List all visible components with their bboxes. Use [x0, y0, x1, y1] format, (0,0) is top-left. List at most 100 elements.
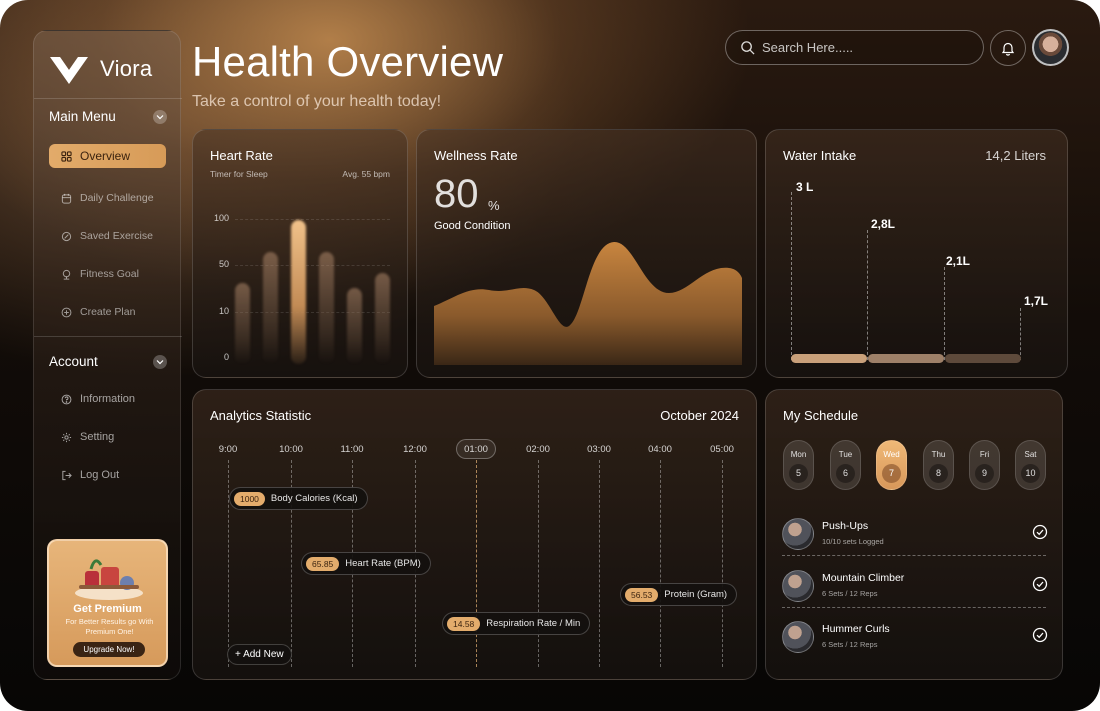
nav-item-daily-challenge[interactable]: Daily Challenge: [49, 186, 166, 210]
heart-rate-subtitle: Timer for Sleep: [210, 169, 268, 179]
water-segment: [868, 354, 944, 363]
premium-card: Get Premium For Better Results go With P…: [47, 539, 168, 667]
nav-item-label: Information: [80, 393, 136, 405]
water-marker-line: [944, 267, 945, 360]
exercise-thumbnail: [782, 570, 814, 602]
wellness-status: Good Condition: [434, 220, 511, 232]
exercise-name: Mountain Climber: [822, 572, 905, 584]
time-label: 11:00: [340, 444, 364, 455]
metric-chip[interactable]: 65.85 Heart Rate (BPM): [301, 552, 431, 575]
chevron-down-icon[interactable]: [153, 354, 167, 369]
exercise-row[interactable]: Mountain Climber 6 Sets / 12 Reps: [782, 570, 1048, 608]
metric-chip[interactable]: 56.53 Protein (Gram): [620, 583, 738, 606]
day-fri[interactable]: Fri 9: [969, 440, 1000, 490]
time-grid-line: [476, 460, 477, 667]
day-date: 7: [882, 464, 901, 483]
search-input[interactable]: [762, 40, 962, 55]
nav-item-log-out[interactable]: Log Out: [49, 463, 166, 487]
day-sat[interactable]: Sat 10: [1015, 440, 1046, 490]
check-circle-icon[interactable]: [1032, 627, 1048, 643]
brand[interactable]: Viora: [48, 49, 152, 89]
wellness-area-chart: [434, 241, 742, 365]
add-new-button[interactable]: + Add New: [227, 644, 292, 665]
day-date: 10: [1021, 464, 1040, 483]
day-date: 8: [929, 464, 948, 483]
axis-tick-label: 0: [223, 352, 229, 362]
wellness-area: [434, 241, 742, 365]
main-menu-label: Main Menu: [49, 109, 116, 124]
check-circle-icon[interactable]: [1032, 576, 1048, 592]
metric-chip[interactable]: 14.58 Respiration Rate / Min: [442, 612, 591, 635]
nav-item-create-plan[interactable]: Create Plan: [49, 300, 166, 324]
exercise-thumbnail: [782, 518, 814, 550]
time-label: 10:00: [279, 444, 303, 455]
check-circle-icon[interactable]: [1032, 524, 1048, 540]
nav-item-information[interactable]: Information: [49, 387, 166, 411]
exercise-name: Hummer Curls: [822, 623, 890, 635]
metric-chip[interactable]: 1000 Body Calories (Kcal): [229, 487, 368, 510]
selected-time-pill[interactable]: [456, 439, 496, 459]
nav-item-label: Fitness Goal: [80, 268, 139, 280]
day-wed[interactable]: Wed 7: [876, 440, 907, 490]
notification-button[interactable]: [990, 30, 1026, 66]
account-header[interactable]: Account: [49, 354, 167, 369]
wellness-unit: %: [488, 198, 500, 213]
heart-rate-bar: [375, 273, 390, 364]
time-grid-line: [599, 460, 600, 667]
day-mon[interactable]: Mon 5: [783, 440, 814, 490]
nav-item-label: Saved Exercise: [80, 230, 153, 242]
day-tue[interactable]: Tue 6: [830, 440, 861, 490]
premium-subtitle: For Better Results go With Premium One!: [65, 617, 154, 636]
time-grid-line: [291, 460, 292, 667]
main-menu-header[interactable]: Main Menu: [49, 109, 167, 124]
viora-logo-icon: [50, 57, 88, 84]
water-value: 2,1L: [946, 254, 971, 268]
water-value: 1,7L: [1024, 294, 1049, 308]
nav-item-overview[interactable]: Overview: [49, 144, 166, 168]
exercise-row[interactable]: Hummer Curls 6 Sets / 12 Reps: [782, 621, 1048, 659]
exercise-divider: [782, 555, 1046, 556]
time-label: 04:00: [648, 444, 672, 455]
day-name: Thu: [931, 450, 946, 459]
time-grid-line: [722, 460, 723, 667]
chevron-down-icon[interactable]: [153, 109, 167, 124]
nav-item-label: Log Out: [80, 469, 120, 481]
axis-tick-label: 10: [218, 306, 229, 316]
wellness-value: 80: [434, 172, 479, 216]
metric-label: Heart Rate (BPM): [345, 558, 421, 569]
sidebar: Viora Main Menu Overview Daily Challenge…: [33, 30, 182, 680]
page-title: Health Overview: [192, 38, 504, 85]
calendar-icon: [61, 193, 72, 204]
day-name: Fri: [979, 450, 990, 459]
nav-item-setting[interactable]: Setting: [49, 425, 166, 449]
heart-rate-bar: [347, 288, 362, 364]
grid-line: [235, 219, 390, 220]
schedule-title: My Schedule: [783, 408, 859, 423]
schedule-card: My Schedule Mon 5 Tue 6 Wed 7 Thu 8 Fri 9 Sat…: [765, 389, 1063, 680]
nav-item-label: Setting: [80, 431, 115, 443]
heart-rate-bar: [235, 283, 250, 364]
grid-icon: [61, 150, 72, 162]
upgrade-button[interactable]: Upgrade Now!: [73, 642, 145, 657]
analytics-period[interactable]: October 2024: [660, 408, 739, 423]
exercise-detail: 10/10 sets Logged: [822, 537, 884, 546]
time-label: 02:00: [526, 444, 550, 455]
day-thu[interactable]: Thu 8: [923, 440, 954, 490]
water-total: 14,2 Liters: [985, 148, 1046, 163]
time-grid-line: [228, 460, 229, 667]
grid-line: [235, 265, 390, 266]
page-subtitle: Take a control of your health today!: [192, 93, 442, 110]
sidebar-divider: [34, 336, 182, 337]
brand-name: Viora: [100, 56, 153, 81]
user-avatar[interactable]: [1032, 29, 1069, 66]
nav-item-saved-exercise[interactable]: Saved Exercise: [49, 224, 166, 248]
time-label[interactable]: 01:00: [464, 444, 488, 455]
time-label: 03:00: [587, 444, 611, 455]
metric-value: 1000: [234, 491, 265, 506]
exercise-row[interactable]: Push-Ups 10/10 sets Logged: [782, 518, 1048, 556]
water-segment: [791, 354, 867, 363]
search-bar[interactable]: [725, 30, 984, 65]
nav-item-fitness-goal[interactable]: Fitness Goal: [49, 262, 166, 286]
exercise-name: Push-Ups: [822, 520, 869, 532]
time-label: 9:00: [218, 444, 238, 455]
